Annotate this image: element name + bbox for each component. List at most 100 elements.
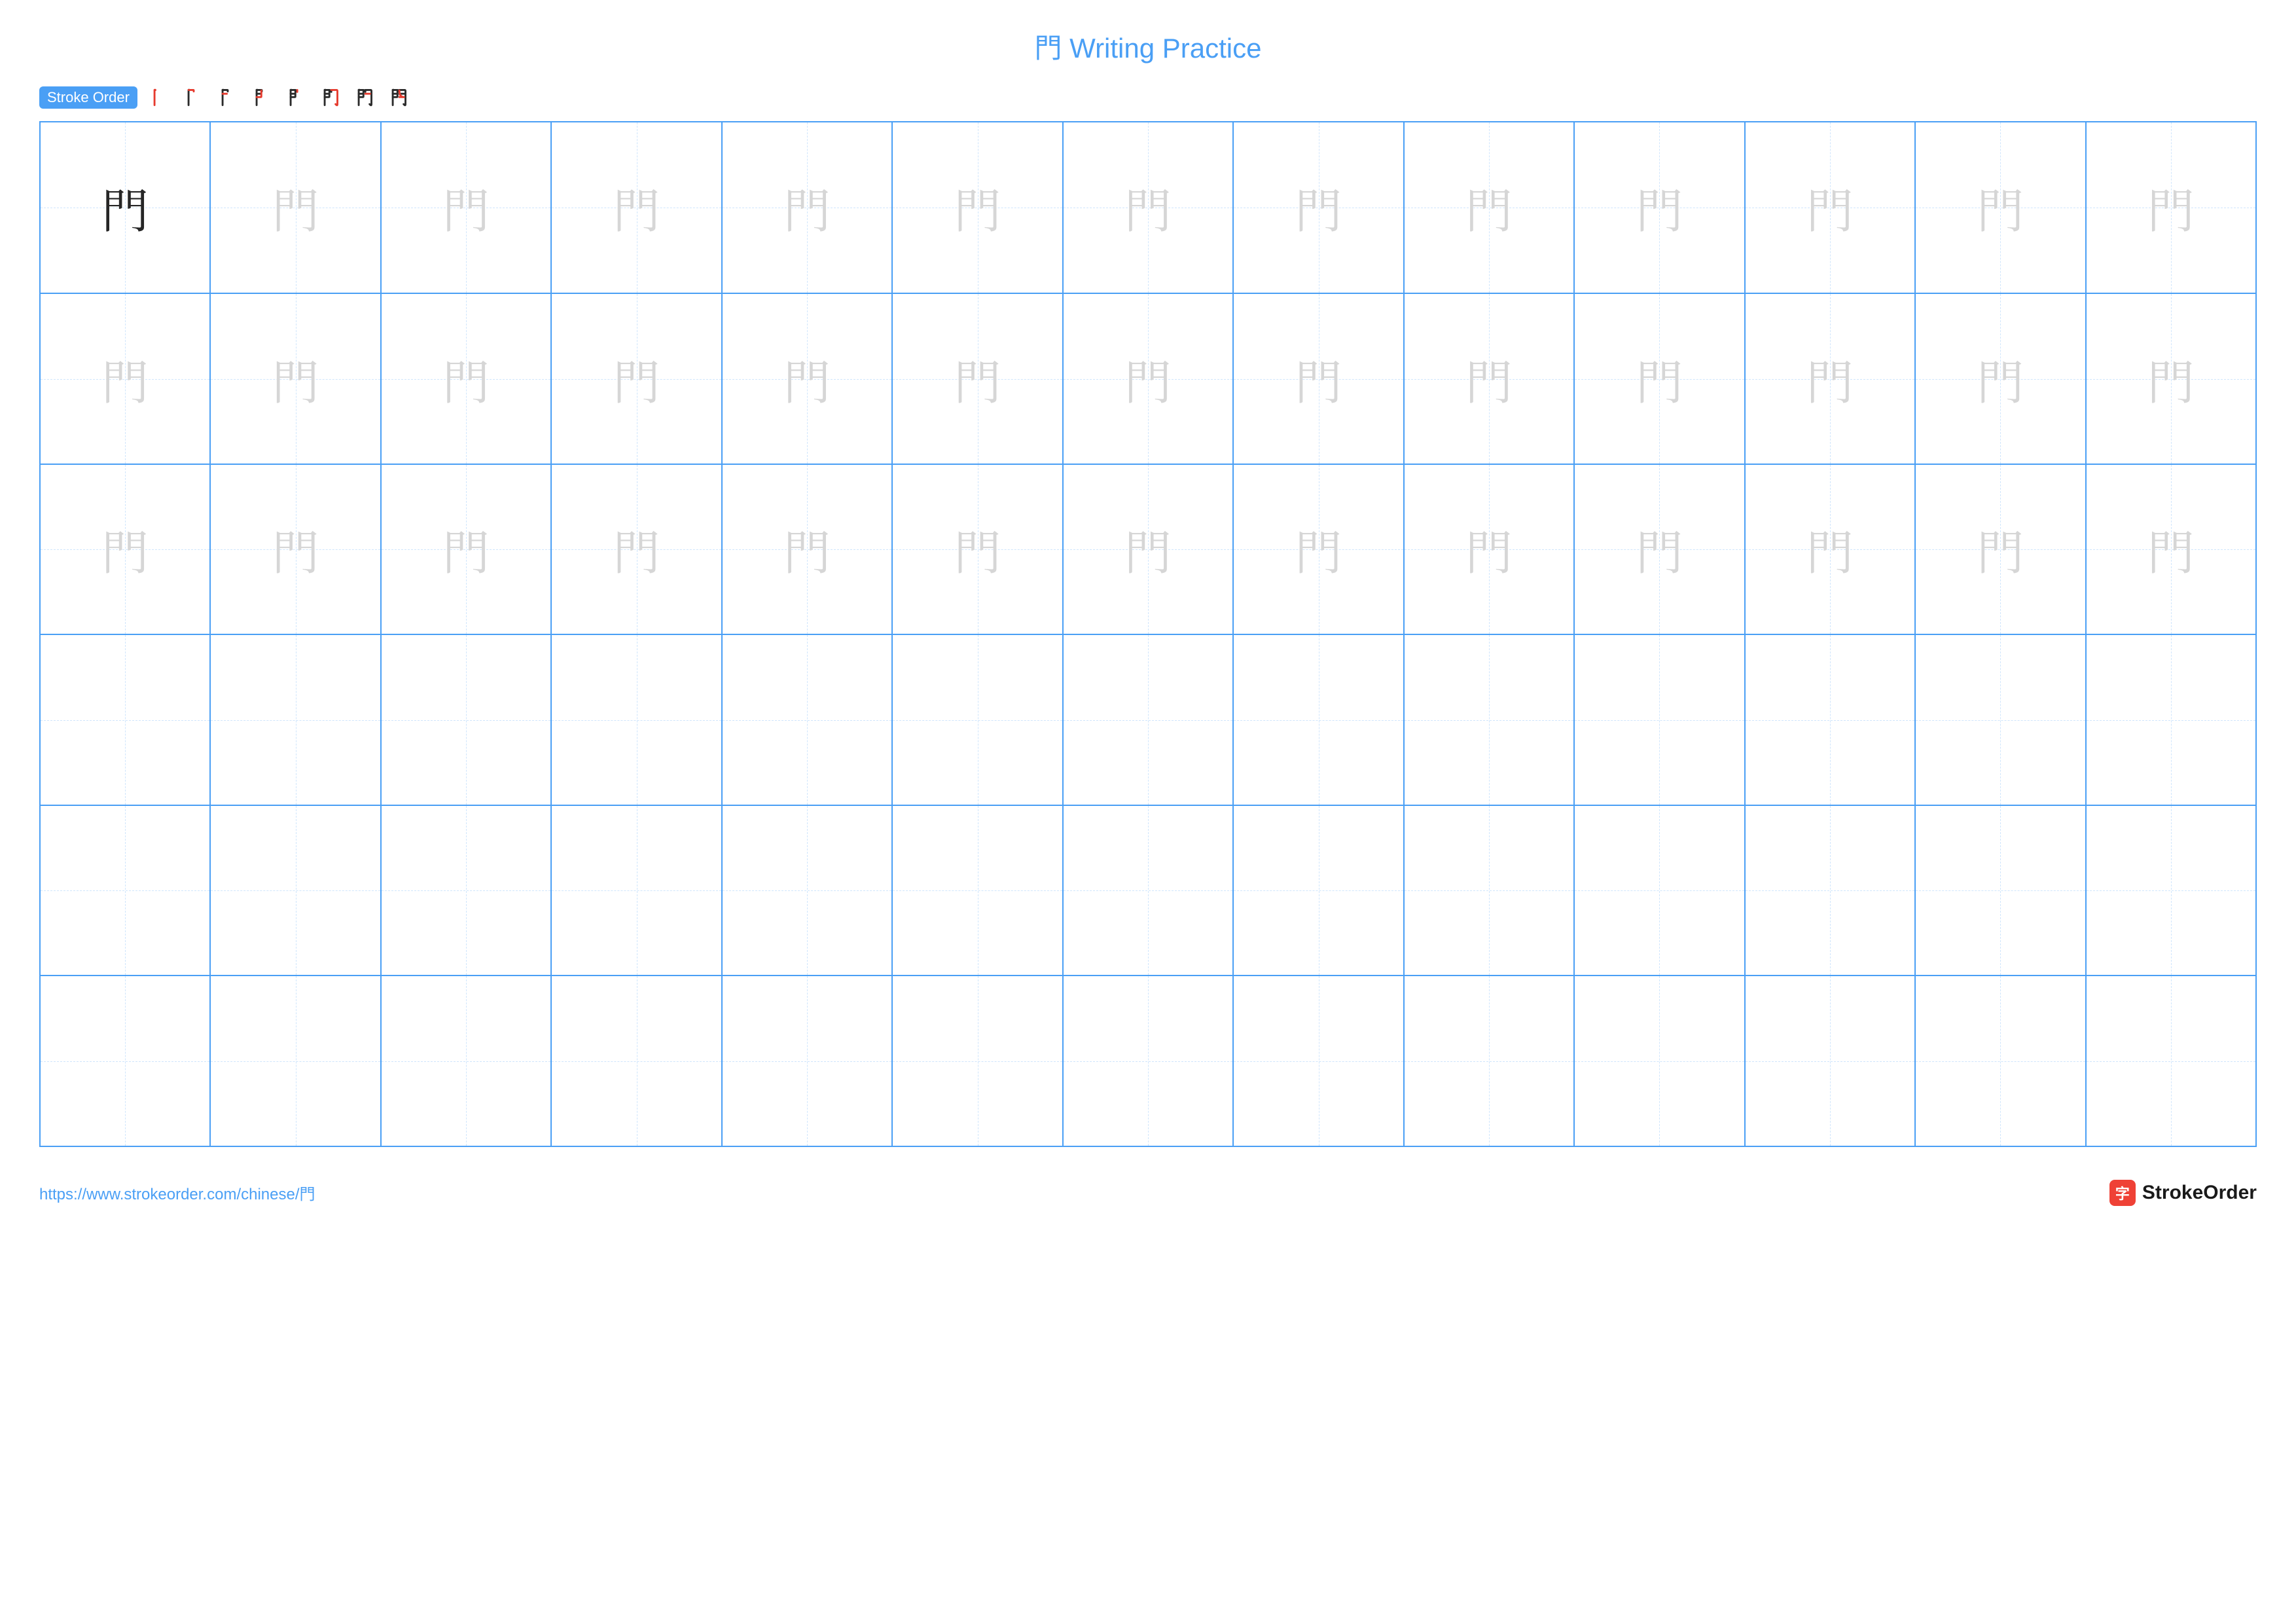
grid-cell (380, 634, 550, 804)
grid-cell (1403, 634, 1573, 804)
grid-cell (41, 975, 209, 1145)
grid-cell (891, 634, 1062, 804)
grid-cell (891, 975, 1062, 1145)
grid-cell: 門 (41, 122, 209, 293)
ghost-character: 門 (272, 526, 319, 573)
ghost-character: 門 (1806, 526, 1854, 573)
grid-cell: 門 (1062, 122, 1232, 293)
ghost-character: 門 (783, 356, 831, 403)
grid-cell (1573, 634, 1744, 804)
grid-cell (1403, 975, 1573, 1145)
ghost-character: 門 (2147, 356, 2195, 403)
grid-cell (1403, 805, 1573, 975)
grid-cell: 門 (1744, 293, 1914, 463)
grid-cell (2085, 975, 2255, 1145)
ghost-character: 門 (954, 184, 1001, 231)
grid-cell (1573, 975, 1744, 1145)
ghost-character: 門 (1124, 356, 1172, 403)
grid-cell (550, 634, 721, 804)
grid-cell: 門 (41, 464, 209, 634)
grid-cell: 門 (1403, 122, 1573, 293)
ghost-character: 門 (1295, 184, 1342, 231)
grid-cell (209, 634, 380, 804)
grid-cell: 門 (1914, 293, 2085, 463)
ghost-character: 門 (1977, 356, 2024, 403)
stroke-step-1 (147, 84, 173, 111)
ghost-character: 門 (613, 356, 660, 403)
page-title: 門 Writing Practice (39, 26, 2257, 66)
title-rest: Writing Practice (1062, 33, 1262, 64)
grid-row: 門門門門門門門門門門門門門 (41, 293, 2255, 463)
grid-row: 門門門門門門門門門門門門門 (41, 464, 2255, 634)
ghost-character: 門 (1465, 526, 1513, 573)
grid-cell: 門 (1062, 293, 1232, 463)
ghost-character: 門 (1977, 184, 2024, 231)
ghost-character: 門 (442, 184, 490, 231)
grid-cell (1062, 805, 1232, 975)
grid-cell: 門 (1914, 122, 2085, 293)
ghost-character: 門 (2147, 184, 2195, 231)
stroke-order-row: Stroke Order (39, 84, 2257, 111)
ghost-character: 門 (954, 356, 1001, 403)
grid-cell: 門 (1744, 464, 1914, 634)
grid-cell: 門 (1573, 122, 1744, 293)
ghost-character: 門 (1295, 356, 1342, 403)
grid-row (41, 634, 2255, 804)
grid-cell: 門 (550, 293, 721, 463)
grid-cell (41, 805, 209, 975)
ghost-character: 門 (1465, 184, 1513, 231)
grid-cell: 門 (550, 464, 721, 634)
footer: https://www.strokeorder.com/chinese/門 字 … (39, 1180, 2257, 1206)
grid-row (41, 975, 2255, 1145)
ghost-character: 門 (1806, 184, 1854, 231)
ghost-character: 門 (1636, 184, 1683, 231)
grid-cell: 門 (1232, 122, 1403, 293)
grid-row (41, 805, 2255, 975)
ghost-character: 門 (2147, 526, 2195, 573)
grid-cell (721, 634, 891, 804)
grid-cell: 門 (891, 464, 1062, 634)
ghost-character: 門 (1636, 526, 1683, 573)
grid-cell: 門 (891, 293, 1062, 463)
stroke-step-8 (385, 84, 411, 111)
grid-cell: 門 (721, 464, 891, 634)
ghost-character: 門 (1295, 526, 1342, 573)
title-char: 門 (1035, 33, 1062, 64)
grid-cell: 門 (721, 122, 891, 293)
grid-cell: 門 (1573, 293, 1744, 463)
stroke-step-3 (215, 84, 241, 111)
grid-cell (1914, 805, 2085, 975)
grid-cell: 門 (1403, 293, 1573, 463)
grid-cell (2085, 634, 2255, 804)
grid-cell: 門 (380, 293, 550, 463)
ghost-character: 門 (272, 184, 319, 231)
grid-cell: 門 (209, 293, 380, 463)
ghost-character: 門 (442, 526, 490, 573)
grid-cell (209, 805, 380, 975)
ghost-character: 門 (613, 184, 660, 231)
footer-url: https://www.strokeorder.com/chinese/門 (39, 1181, 315, 1204)
grid-cell (1914, 634, 2085, 804)
grid-cell (1573, 805, 1744, 975)
grid-cell: 門 (1232, 464, 1403, 634)
ghost-character: 門 (1124, 526, 1172, 573)
grid-cell: 門 (1573, 464, 1744, 634)
grid-cell (209, 975, 380, 1145)
stroke-step-6 (317, 84, 343, 111)
stroke-steps-container (147, 84, 411, 111)
grid-cell: 門 (1914, 464, 2085, 634)
logo-icon: 字 (2109, 1180, 2136, 1206)
grid-cell: 門 (550, 122, 721, 293)
stroke-step-5 (283, 84, 309, 111)
stroke-step-7 (351, 84, 377, 111)
grid-row: 門門門門門門門門門門門門門 (41, 122, 2255, 293)
grid-cell (721, 805, 891, 975)
grid-cell: 門 (721, 293, 891, 463)
ghost-character: 門 (954, 526, 1001, 573)
grid-cell: 門 (209, 122, 380, 293)
grid-cell (1232, 975, 1403, 1145)
footer-logo: 字 StrokeOrder (2109, 1180, 2257, 1206)
ghost-character: 門 (272, 356, 319, 403)
grid-cell: 門 (1232, 293, 1403, 463)
ghost-character: 門 (1636, 356, 1683, 403)
